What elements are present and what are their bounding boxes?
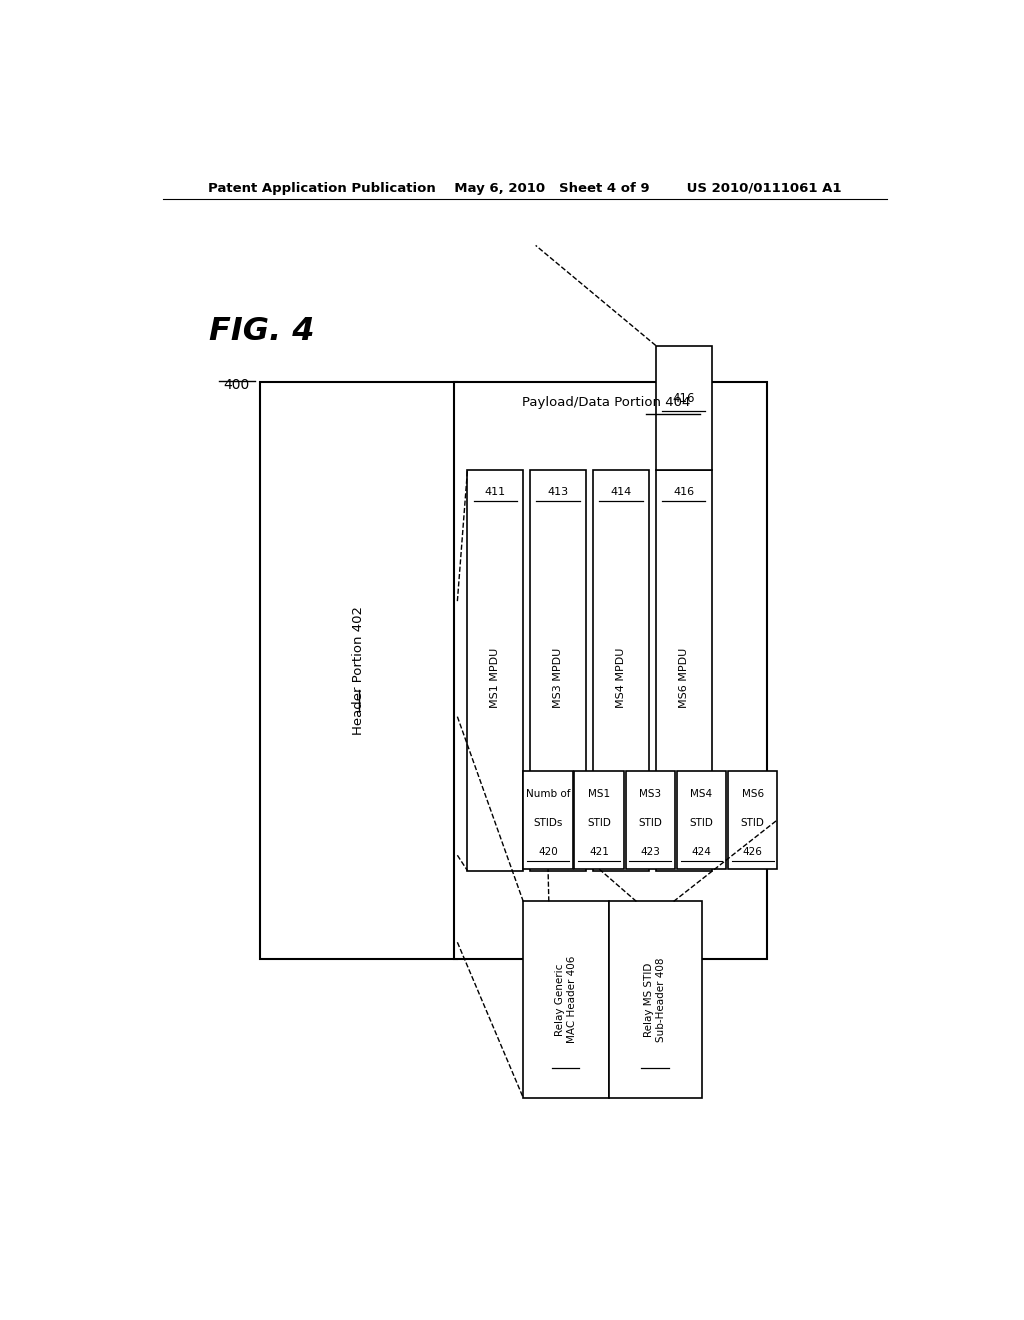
Text: Payload/Data Portion 404: Payload/Data Portion 404 — [522, 396, 691, 409]
Text: Relay MS STID
Sub-Header 408: Relay MS STID Sub-Header 408 — [644, 957, 666, 1041]
Bar — [608, 902, 701, 1098]
Text: FIG. 4: FIG. 4 — [209, 315, 314, 347]
Text: 411: 411 — [484, 487, 506, 498]
Text: STID: STID — [638, 817, 663, 828]
Bar — [523, 902, 608, 1098]
Text: Numb of: Numb of — [525, 789, 570, 800]
Bar — [454, 381, 767, 960]
Text: 413: 413 — [548, 487, 568, 498]
Text: MS4: MS4 — [690, 789, 713, 800]
Text: MS1: MS1 — [588, 789, 610, 800]
Text: 416: 416 — [673, 487, 694, 498]
Bar — [467, 470, 523, 871]
Text: 400: 400 — [223, 378, 250, 392]
Text: 426: 426 — [742, 847, 763, 857]
Text: STID: STID — [740, 817, 765, 828]
Bar — [530, 470, 586, 871]
Text: 416: 416 — [673, 392, 695, 405]
Text: STIDs: STIDs — [534, 817, 563, 828]
Bar — [728, 771, 777, 869]
Bar — [655, 470, 712, 871]
Bar — [574, 771, 624, 869]
Bar — [626, 771, 675, 869]
Text: MS6 MPDU: MS6 MPDU — [679, 648, 689, 709]
Text: Relay Generic
MAC Header 406: Relay Generic MAC Header 406 — [555, 956, 577, 1043]
Text: MS3 MPDU: MS3 MPDU — [553, 648, 563, 709]
Bar — [677, 771, 726, 869]
Text: 424: 424 — [691, 847, 712, 857]
Text: MS3: MS3 — [639, 789, 662, 800]
Bar — [655, 346, 712, 470]
Text: Header Portion 402: Header Portion 402 — [352, 606, 366, 735]
Text: MS6: MS6 — [741, 789, 764, 800]
Text: Patent Application Publication    May 6, 2010   Sheet 4 of 9        US 2010/0111: Patent Application Publication May 6, 20… — [208, 182, 842, 194]
Text: 421: 421 — [589, 847, 609, 857]
Text: STID: STID — [689, 817, 714, 828]
Text: 420: 420 — [539, 847, 558, 857]
Bar — [523, 771, 572, 869]
Text: 423: 423 — [640, 847, 660, 857]
Text: MS1 MPDU: MS1 MPDU — [490, 648, 501, 709]
Text: MS4 MPDU: MS4 MPDU — [615, 648, 626, 709]
Bar — [260, 381, 458, 960]
Text: STID: STID — [587, 817, 611, 828]
Text: 414: 414 — [610, 487, 632, 498]
Bar — [593, 470, 649, 871]
